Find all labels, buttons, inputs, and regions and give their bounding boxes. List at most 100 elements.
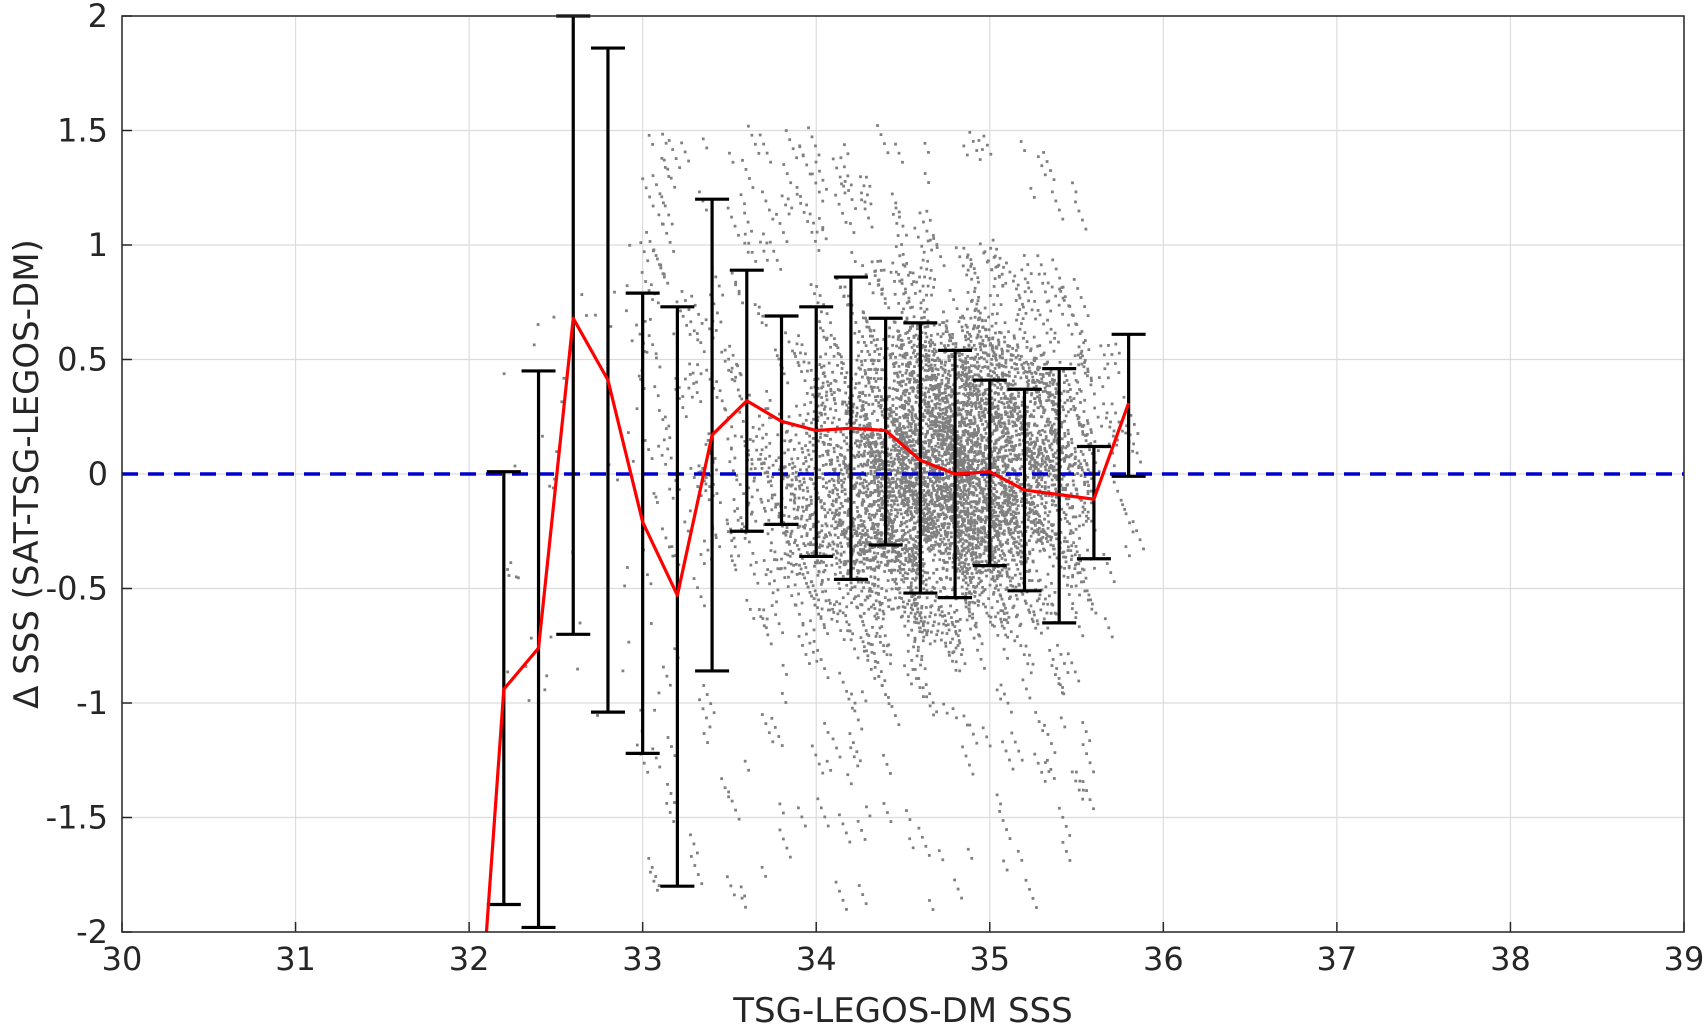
scatter-point: [1041, 375, 1045, 379]
scatter-point: [840, 533, 843, 536]
scatter-point: [958, 351, 961, 354]
scatter-point: [1066, 390, 1070, 394]
scatter-point: [920, 508, 924, 512]
scatter-point: [906, 560, 910, 564]
scatter-point: [943, 396, 946, 400]
scatter-point: [1004, 358, 1008, 362]
scatter-point: [916, 384, 920, 387]
scatter-point: [1107, 442, 1111, 446]
scatter-point: [857, 450, 861, 454]
scatter-point: [910, 440, 914, 443]
scatter-point: [924, 353, 928, 356]
scatter-point: [1005, 438, 1009, 442]
scatter-point: [806, 412, 810, 416]
scatter-point: [857, 523, 861, 527]
scatter-point: [920, 658, 924, 662]
scatter-point: [1014, 615, 1018, 619]
scatter-point: [828, 544, 832, 547]
scatter-point: [1063, 295, 1067, 299]
scatter-point: [1075, 550, 1079, 554]
scatter-point: [1039, 539, 1043, 543]
scatter-point: [956, 463, 960, 467]
scatter-point: [962, 484, 966, 488]
scatter-point: [1015, 458, 1019, 462]
scatter-point: [841, 574, 845, 578]
scatter-point: [797, 505, 800, 509]
scatter-point: [959, 365, 963, 369]
scatter-point: [820, 365, 823, 369]
scatter-point: [966, 361, 970, 364]
scatter-point: [972, 485, 975, 488]
scatter-point: [914, 413, 918, 417]
scatter-point: [978, 450, 982, 454]
scatter-point: [866, 487, 870, 491]
scatter-point: [991, 623, 994, 627]
scatter-point: [949, 435, 953, 439]
scatter-point: [1132, 442, 1136, 446]
scatter-point: [948, 495, 951, 499]
scatter-point: [905, 353, 909, 357]
scatter-point: [787, 415, 791, 419]
scatter-point: [977, 546, 981, 550]
scatter-point: [866, 458, 870, 462]
scatter-point: [973, 459, 976, 463]
scatter-point: [980, 436, 984, 439]
scatter-point: [878, 451, 882, 455]
scatter-point: [900, 347, 904, 350]
scatter-point: [1087, 348, 1091, 352]
scatter-point: [951, 425, 955, 428]
scatter-point: [1010, 366, 1014, 369]
scatter-point: [810, 478, 814, 481]
scatter-point: [961, 490, 965, 494]
scatter-point: [991, 349, 995, 353]
scatter-point: [831, 607, 835, 611]
scatter-point: [1032, 469, 1035, 473]
scatter-point: [911, 271, 915, 275]
scatter-point: [978, 342, 982, 346]
scatter-point: [1027, 450, 1031, 453]
scatter-point: [790, 594, 794, 598]
scatter-point: [969, 334, 973, 338]
scatter-point: [910, 414, 914, 417]
scatter-point: [1020, 400, 1024, 404]
scatter-point: [820, 578, 824, 582]
scatter-point: [1033, 505, 1037, 509]
scatter-point: [851, 405, 855, 409]
scatter-point: [1032, 358, 1036, 362]
scatter-point: [816, 387, 820, 390]
scatter-point: [985, 498, 988, 502]
scatter-point: [810, 421, 813, 425]
scatter-point: [994, 495, 998, 499]
scatter-point: [1072, 371, 1076, 375]
scatter-point: [928, 514, 932, 518]
scatter-point: [842, 480, 846, 484]
scatter-point: [990, 545, 993, 549]
scatter-point: [921, 564, 925, 568]
scatter-point: [899, 520, 903, 524]
scatter-point: [803, 523, 807, 527]
scatter-point: [915, 440, 919, 444]
scatter-point: [1020, 520, 1024, 524]
scatter-point: [898, 449, 902, 453]
scatter-point: [1012, 469, 1016, 472]
scatter-point: [929, 423, 933, 427]
scatter-point: [967, 371, 971, 374]
scatter-point: [950, 448, 954, 451]
scatter-point: [743, 444, 747, 448]
scatter-point: [901, 614, 904, 618]
scatter-point: [945, 474, 949, 478]
scatter-point: [1008, 501, 1012, 505]
scatter-point: [868, 549, 872, 553]
scatter-point: [963, 445, 966, 449]
scatter-point: [1064, 455, 1068, 459]
scatter-point: [802, 360, 806, 364]
scatter-point: [996, 455, 999, 459]
scatter-point: [899, 471, 903, 475]
scatter-point: [958, 469, 962, 473]
scatter-point: [1011, 420, 1015, 424]
scatter-point: [895, 483, 899, 487]
scatter-point: [1041, 406, 1045, 409]
scatter-point: [919, 616, 923, 620]
scatter-point: [1013, 405, 1017, 409]
scatter-point: [1009, 551, 1013, 554]
